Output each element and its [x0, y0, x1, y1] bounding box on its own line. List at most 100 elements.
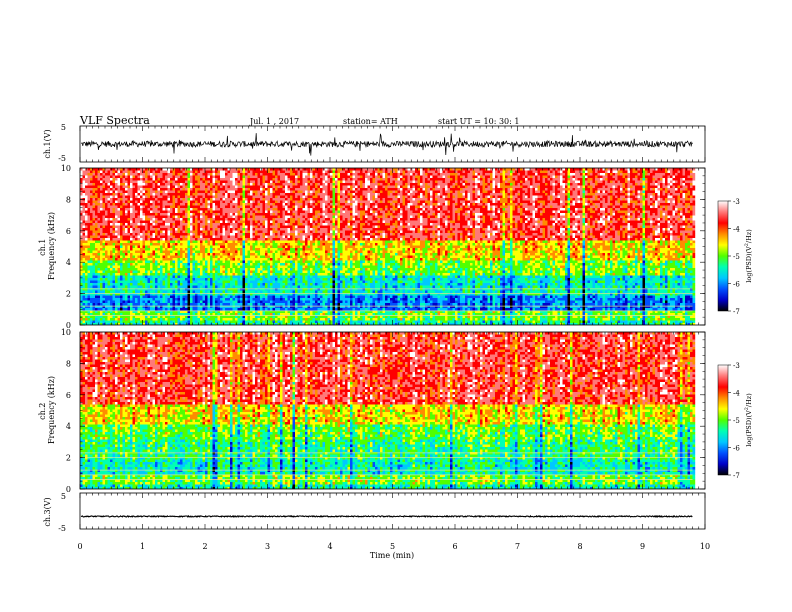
spectrogram-cell: [137, 323, 141, 325]
spectrogram-cell: [95, 288, 98, 291]
spectrogram-cell: [212, 275, 216, 279]
spectrogram-cell: [102, 268, 106, 271]
spectrogram-cell: [232, 168, 236, 171]
spectrogram-cell: [95, 190, 98, 194]
spectrogram-cell: [125, 260, 128, 264]
spectrogram-cell: [135, 245, 138, 249]
spectrogram-cell: [145, 225, 148, 229]
spectrogram-cell: [212, 215, 216, 219]
spectrogram-cell: [232, 263, 236, 266]
spectrogram-cell: [230, 173, 233, 176]
spectrogram-cell: [100, 208, 103, 211]
spectrogram-cell: [275, 183, 278, 186]
spectrogram-cell: [140, 283, 143, 286]
spectrogram-cell: [137, 260, 141, 264]
spectrogram-cell: [137, 210, 141, 214]
spectrogram-cell: [275, 190, 278, 194]
spectrogram-cell: [250, 300, 253, 304]
spectrogram-cell: [185, 195, 188, 199]
spectrogram-cell: [185, 285, 188, 289]
spectrogram-cell: [200, 255, 203, 259]
spectrogram-cell: [130, 168, 133, 171]
spectrogram-cell: [262, 270, 266, 274]
spectrogram-cell: [237, 270, 241, 274]
spectrogram-cell: [172, 295, 176, 299]
spectrogram-cell: [185, 205, 188, 209]
spectrogram-cell: [135, 238, 138, 241]
spectrogram-cell: [212, 318, 216, 321]
spectrogram-cell: [220, 318, 223, 321]
spectrogram-cell: [97, 248, 101, 251]
spectrogram-cell: [222, 300, 226, 304]
spectrogram-cell: [240, 298, 243, 301]
spectrogram-cell: [252, 190, 256, 194]
spectrogram-cell: [95, 175, 98, 179]
spectrogram-cell: [170, 193, 173, 196]
spectrogram-cell: [202, 240, 206, 244]
spectrogram-cell: [105, 295, 108, 299]
spectrogram-cell: [120, 168, 123, 171]
spectrogram-cell: [225, 238, 228, 241]
spectrogram-cell: [82, 190, 86, 194]
spectrogram-cell: [272, 298, 276, 301]
spectrogram-cell: [125, 235, 128, 239]
spectrogram-cell: [95, 273, 98, 276]
spectrogram-cell: [195, 258, 198, 261]
spectrogram-cell: [145, 263, 148, 266]
spectrogram-cell: [187, 223, 191, 226]
spectrogram-cell: [247, 285, 251, 289]
spectrogram-cell: [112, 238, 116, 241]
spectrogram-cell: [232, 290, 236, 294]
spectrogram-cell: [232, 308, 236, 311]
spectrogram-cell: [255, 220, 258, 224]
spectrogram-cell: [247, 305, 251, 309]
spectrogram-cell: [215, 288, 218, 291]
spectrogram-cell: [105, 268, 108, 271]
spectrogram-cell: [180, 210, 183, 214]
spectrogram-cell: [137, 240, 141, 244]
spectrogram-cell: [140, 220, 143, 224]
spectrogram-cell: [107, 245, 111, 249]
spectrogram-cell: [270, 278, 273, 281]
spectrogram-cell: [255, 168, 258, 171]
spectrogram-cell: [220, 308, 223, 311]
spectrogram-cell: [235, 270, 238, 274]
spectrogram-cell: [112, 175, 116, 179]
spectrogram-cell: [235, 208, 238, 211]
spectrogram-cell: [257, 235, 261, 239]
spectrogram-cell: [270, 195, 273, 199]
spectrogram-cell: [85, 280, 88, 284]
spectrogram-cell: [262, 200, 266, 204]
spectrogram-cell: [102, 185, 106, 189]
spectrogram-cell: [272, 260, 276, 264]
spectrogram-cell: [162, 273, 166, 276]
spectrogram-cell: [207, 168, 211, 171]
spectrogram-cell: [172, 313, 176, 316]
spectrogram-cell: [130, 293, 133, 296]
spectrogram-cell: [160, 180, 163, 184]
spectrogram-cell: [140, 183, 143, 186]
spectrogram-cell: [122, 308, 126, 311]
spectrogram-cell: [80, 175, 83, 179]
spectrogram-cell: [100, 175, 103, 179]
spectrogram-cell: [87, 205, 91, 209]
spectrogram-cell: [122, 220, 126, 224]
spectrogram-cell: [225, 268, 228, 271]
spectrogram-cell: [190, 255, 193, 259]
spectrogram-cell: [195, 263, 198, 266]
spectrogram-cell: [217, 198, 221, 201]
spectrogram-cell: [265, 230, 268, 234]
spectrogram-cell: [227, 278, 231, 281]
spectrogram-cell: [240, 275, 243, 279]
spectrogram-cell: [252, 278, 256, 281]
spectrogram-cell: [190, 253, 193, 256]
spectrogram-cell: [117, 305, 121, 309]
spectrogram-cell: [192, 288, 196, 291]
spectrogram-cell: [100, 293, 103, 296]
spectrogram-cell: [237, 233, 241, 236]
spectrogram-cell: [262, 303, 266, 306]
spectrogram-cell: [262, 323, 266, 325]
spectrogram-cell: [220, 203, 223, 206]
spectrogram-cell: [132, 250, 136, 254]
spectrogram-cell: [137, 318, 141, 321]
